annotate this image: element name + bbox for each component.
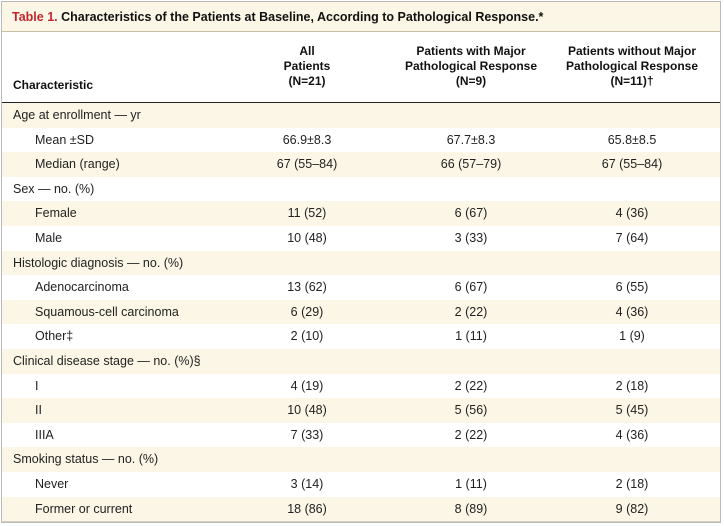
value-all: 4 (19) [290,378,324,393]
row-label: IIIA [35,427,54,442]
table-row: Mean ±SD 66.9±8.3 67.7±8.3 65.8±8.5 [2,127,720,154]
value-major: 66 (57–79) [440,157,502,172]
row-label: Other‡ [35,329,74,344]
table-header: Characteristic All Patients (N=21) Patie… [2,32,720,103]
row-label: Squamous-cell carcinoma [35,304,179,319]
value-no-major: 1 (9) [619,329,645,344]
value-no-major: 9 (82) [615,501,649,516]
row-label: Median (range) [35,157,120,172]
value-major: 67.7±8.3 [446,132,496,147]
value-all: 7 (33) [290,427,324,442]
table-row: Male 10 (48) 3 (33) 7 (64) [2,226,720,252]
value-major: 5 (56) [454,403,488,418]
value-all: 18 (86) [287,501,327,516]
row-label: Mean ±SD [35,132,94,147]
table-row: Median (range) 67 (55–84) 66 (57–79) 67 (55… [2,152,720,178]
value-all: 13 (62) [287,280,327,295]
table-row: Never 3 (14) 1 (11) 2 (18) [2,472,720,498]
value-major: 6 (67) [454,206,488,221]
header-all-line-3: (N=21) [288,74,326,88]
header-major-response: Patients with Major Pathological Respons… [391,44,551,89]
table-title: Table 1. Characteristics of the Patients… [2,2,720,32]
value-major: 2 (22) [454,304,488,319]
header-major-line-2: Pathological Response [404,59,538,73]
table-caption: Characteristics of the Patients at Basel… [61,10,544,24]
header-major-line-1: Patients with Major [416,44,526,58]
table-row: I 4 (19) 2 (22) 2 (18) [2,373,720,400]
row-label: Male [35,231,63,245]
value-no-major: 6 (55) [615,280,649,295]
value-no-major: 4 (36) [615,206,649,221]
table-row: Other‡ 2 (10) 1 (11) 1 (9) [2,324,720,350]
row-label: Never [35,477,69,491]
value-all: 10 (48) [287,403,327,418]
value-no-major: 4 (36) [615,304,649,319]
value-all: 2 (10) [290,329,324,344]
table-row: IIIA 7 (33) 2 (22) 4 (36) [2,422,720,449]
header-no-major-response: Patients without Major Pathological Resp… [552,44,712,89]
value-major: 1 (11) [455,329,487,344]
value-major: 6 (67) [454,280,488,295]
table-row: Female 11 (52) 6 (67) 4 (36) [2,201,720,227]
table-row: Former or current 18 (86) 8 (89) 9 (82) [2,496,720,523]
row-label: Female [35,206,77,221]
value-no-major: 5 (45) [615,403,649,418]
category-row: Histologic diagnosis — no. (%) [2,250,720,277]
table-row: II 10 (48) 5 (56) 5 (45) [2,398,720,424]
header-characteristic: Characteristic [13,78,94,92]
value-all: 67 (55–84) [276,157,338,172]
table-row: Squamous-cell carcinoma 6 (29) 2 (22) 4 (36… [2,299,720,326]
value-no-major: 67 (55–84) [601,157,663,172]
value-all: 10 (48) [287,231,327,245]
header-nomajor-line-1: Patients without Major [567,44,696,58]
category-label: Age at enrollment — yr [13,108,141,122]
header-all-line-1: All [299,44,315,58]
row-label: II [35,403,42,418]
value-major: 2 (22) [454,427,488,442]
row-label: I [35,378,39,393]
value-all: 66.9±8.3 [282,132,332,147]
header-all-patients: All Patients (N=21) [237,44,377,89]
category-row: Smoking status — no. (%) [2,447,720,473]
header-all-line-2: Patients [283,59,331,73]
value-all: 6 (29) [290,304,324,319]
value-no-major: 4 (36) [615,427,649,442]
value-no-major: 7 (64) [615,231,649,245]
value-all: 11 (52) [287,206,327,221]
category-row: Clinical disease stage — no. (%)§ [2,349,720,375]
header-major-line-3: (N=9) [455,74,487,88]
value-no-major: 2 (18) [615,378,649,393]
value-all: 3 (14) [290,477,324,491]
category-label: Histologic diagnosis — no. (%) [13,255,184,270]
value-major: 1 (11) [455,477,487,491]
category-label: Clinical disease stage — no. (%)§ [13,354,201,368]
category-row: Sex — no. (%) [2,176,720,203]
category-label: Smoking status — no. (%) [13,452,159,467]
category-row: Age at enrollment — yr [2,103,720,129]
row-label: Adenocarcinoma [35,280,129,295]
value-major: 2 (22) [454,378,488,393]
header-nomajor-line-2: Pathological Response [565,59,699,73]
value-no-major: 65.8±8.5 [607,132,657,147]
table-number: Table 1. [12,10,58,24]
table-row: Adenocarcinoma 13 (62) 6 (67) 6 (55) [2,275,720,301]
header-nomajor-line-3: (N=11)† [610,74,654,88]
row-label: Former or current [35,501,133,516]
value-major: 3 (33) [454,231,488,245]
value-major: 8 (89) [454,501,488,516]
category-label: Sex — no. (%) [13,181,95,196]
value-no-major: 2 (18) [615,477,649,491]
